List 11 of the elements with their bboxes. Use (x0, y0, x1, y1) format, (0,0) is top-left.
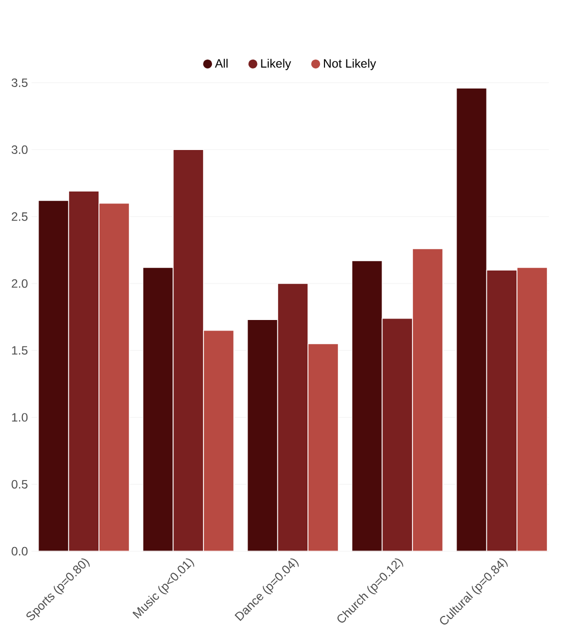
y-tick-label: 1.5 (12, 346, 28, 355)
y-tick-label: 2.5 (12, 212, 28, 221)
legend-label: Likely (261, 58, 292, 70)
y-tick-label: 3.5 (12, 78, 28, 88)
y-tick-label: 3.0 (12, 145, 28, 154)
y-tick-label: 1.0 (12, 413, 28, 422)
y-tick-label: 0.5 (12, 480, 28, 489)
y-tick-label: 2.0 (12, 279, 28, 288)
legend-label: All (214, 58, 228, 68)
y-tick-label: 0.0 (12, 546, 28, 556)
legend-label: Not Likely (324, 58, 376, 70)
